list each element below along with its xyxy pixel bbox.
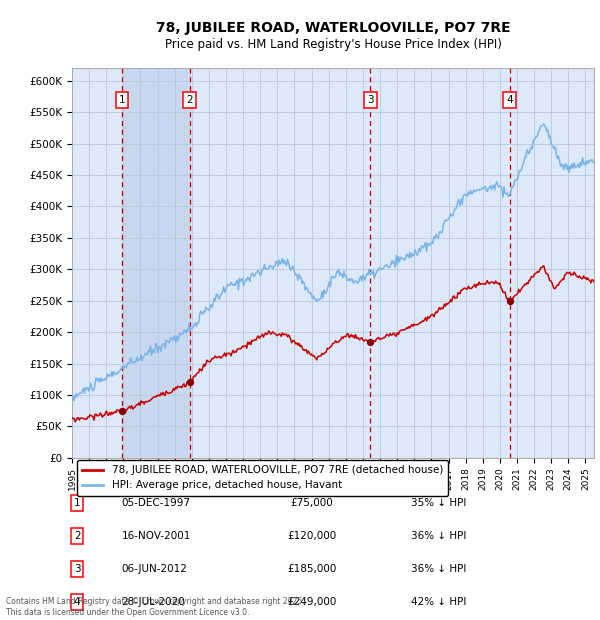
Text: £185,000: £185,000 — [287, 564, 337, 574]
Text: Price paid vs. HM Land Registry's House Price Index (HPI): Price paid vs. HM Land Registry's House … — [164, 38, 502, 51]
Text: 28-JUL-2020: 28-JUL-2020 — [122, 596, 185, 606]
Text: 78, JUBILEE ROAD, WATERLOOVILLE, PO7 7RE: 78, JUBILEE ROAD, WATERLOOVILLE, PO7 7RE — [155, 21, 511, 35]
Text: 36% ↓ HPI: 36% ↓ HPI — [412, 531, 467, 541]
Text: 3: 3 — [74, 564, 80, 574]
Text: 35% ↓ HPI: 35% ↓ HPI — [412, 498, 467, 508]
Text: 1: 1 — [74, 498, 80, 508]
Text: £249,000: £249,000 — [287, 596, 337, 606]
Point — [185, 378, 194, 388]
Text: £120,000: £120,000 — [287, 531, 337, 541]
Point — [505, 296, 514, 306]
Text: 2: 2 — [74, 531, 80, 541]
Text: 1: 1 — [119, 95, 125, 105]
Text: 4: 4 — [74, 596, 80, 606]
Text: 3: 3 — [367, 95, 374, 105]
Text: 2: 2 — [186, 95, 193, 105]
Text: 06-JUN-2012: 06-JUN-2012 — [122, 564, 187, 574]
Point — [117, 405, 127, 415]
Legend: 78, JUBILEE ROAD, WATERLOOVILLE, PO7 7RE (detached house), HPI: Average price, d: 78, JUBILEE ROAD, WATERLOOVILLE, PO7 7RE… — [77, 460, 448, 495]
Text: £75,000: £75,000 — [291, 498, 334, 508]
Text: 36% ↓ HPI: 36% ↓ HPI — [412, 564, 467, 574]
Text: Contains HM Land Registry data © Crown copyright and database right 2025.
This d: Contains HM Land Registry data © Crown c… — [6, 598, 305, 617]
Point — [365, 337, 375, 347]
Text: 42% ↓ HPI: 42% ↓ HPI — [412, 596, 467, 606]
Text: 16-NOV-2001: 16-NOV-2001 — [122, 531, 191, 541]
Text: 05-DEC-1997: 05-DEC-1997 — [122, 498, 191, 508]
Text: 4: 4 — [506, 95, 513, 105]
Bar — [122, 68, 190, 458]
